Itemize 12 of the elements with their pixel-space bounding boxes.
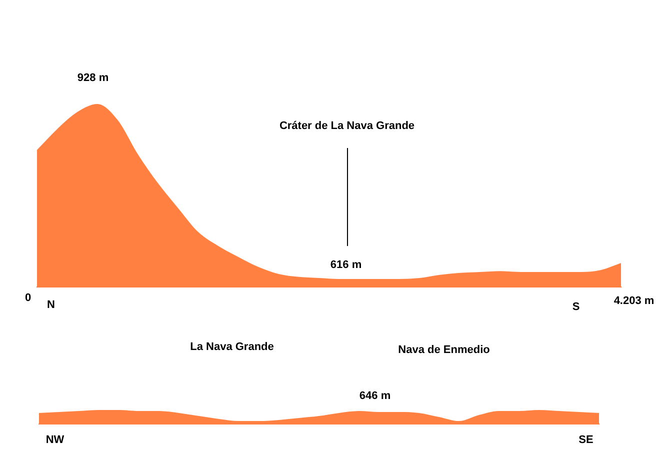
text: Nava de Enmedio: [398, 344, 490, 356]
text: S: [572, 301, 580, 314]
text: 4.203 m: [614, 295, 654, 308]
text: SE: [578, 434, 594, 446]
text: 928 m: [77, 72, 109, 84]
text: N: [47, 299, 56, 312]
annotation: 616 m: [330, 259, 362, 272]
text: La Nava Grande: [190, 341, 274, 354]
text: NW: [46, 434, 65, 446]
text: 646 m: [359, 390, 391, 402]
annotation: Cráter de La Nava Grande: [279, 120, 415, 132]
text: 0: [24, 292, 32, 304]
